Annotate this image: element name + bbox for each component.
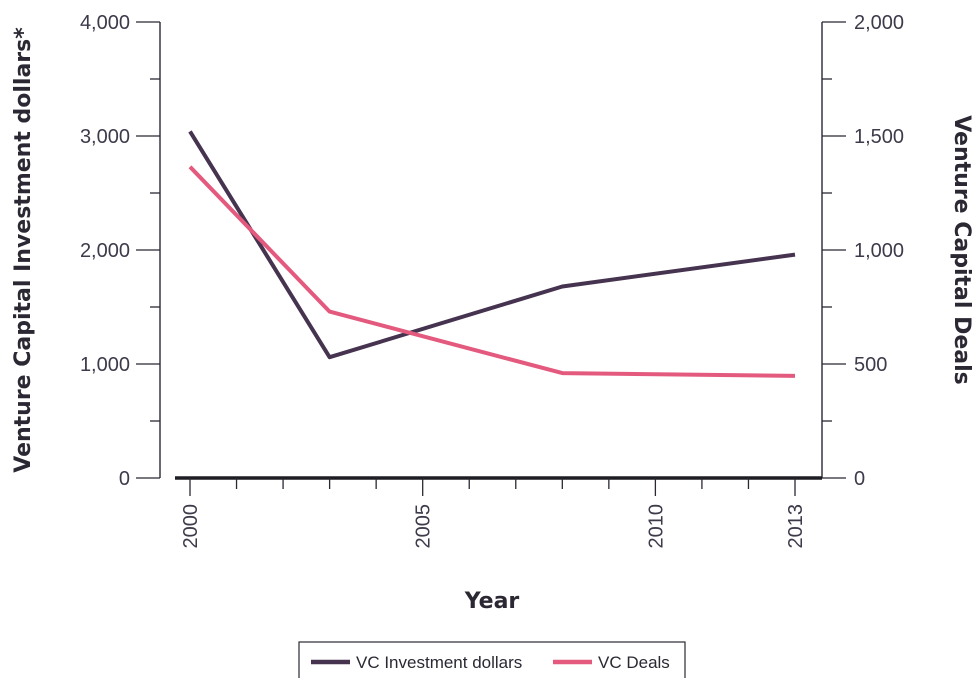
- x-tick-label: 2005: [413, 504, 435, 549]
- legend-box: [298, 641, 686, 678]
- y-left-tick-label: 1,000: [80, 354, 130, 376]
- series-line-vc-investment-dollars: [188, 130, 796, 360]
- y-right-tick-label: 500: [854, 354, 887, 376]
- x-tick-label: 2010: [645, 504, 667, 549]
- x-axis-title: Year: [464, 589, 520, 614]
- legend-label-vc-investment: VC Investment dollars: [356, 653, 522, 672]
- y-right-tick-label: 1,000: [854, 240, 904, 262]
- y-left-tick-label: 4,000: [80, 12, 130, 34]
- y-left-tick-label: 2,000: [80, 240, 130, 262]
- y-left-tick-label: 3,000: [80, 126, 130, 148]
- series-line-vc-deals: [188, 165, 796, 378]
- series-layer: [188, 130, 796, 378]
- axes: 0 1,000 2,000 3,000 4,000 0 500 1,000 1,500 2,000…: [80, 12, 904, 549]
- y-axis-right-title: Venture Capital Deals: [949, 115, 974, 385]
- y-axis-left-title: Venture Capital Investment dollars*: [11, 27, 36, 473]
- x-tick-label: 2013: [785, 504, 807, 549]
- legend-label-vc-deals: VC Deals: [598, 653, 670, 672]
- y-right-tick-label: 0: [854, 468, 865, 490]
- y-right-tick-label: 1,500: [854, 126, 904, 148]
- y-right-tick-label: 2,000: [854, 12, 904, 34]
- y-left-tick-label: 0: [119, 468, 130, 490]
- legend: VC Investment dollars VC Deals: [298, 641, 686, 678]
- x-tick-label: 2000: [180, 504, 202, 549]
